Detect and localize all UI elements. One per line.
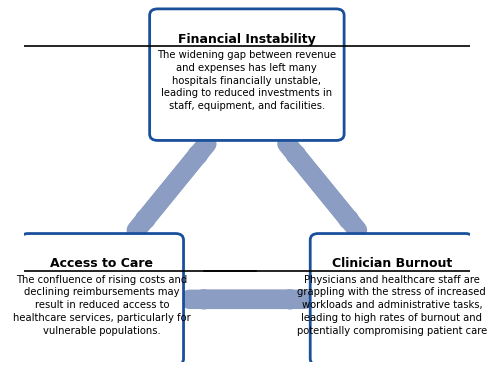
- Text: Physicians and healthcare staff are
grappling with the stress of increased
workl: Physicians and healthcare staff are grap…: [296, 274, 487, 336]
- FancyBboxPatch shape: [310, 234, 474, 365]
- Text: The widening gap between revenue
and expenses has left many
hospitals financiall: The widening gap between revenue and exp…: [158, 50, 336, 111]
- Text: Financial Instability: Financial Instability: [178, 32, 316, 46]
- Text: The confluence of rising costs and
declining reimbursements may
result in reduce: The confluence of rising costs and decli…: [13, 274, 191, 336]
- FancyBboxPatch shape: [150, 9, 344, 141]
- Text: Clinician Burnout: Clinician Burnout: [332, 257, 452, 270]
- FancyBboxPatch shape: [20, 234, 184, 365]
- Text: Access to Care: Access to Care: [50, 257, 154, 270]
